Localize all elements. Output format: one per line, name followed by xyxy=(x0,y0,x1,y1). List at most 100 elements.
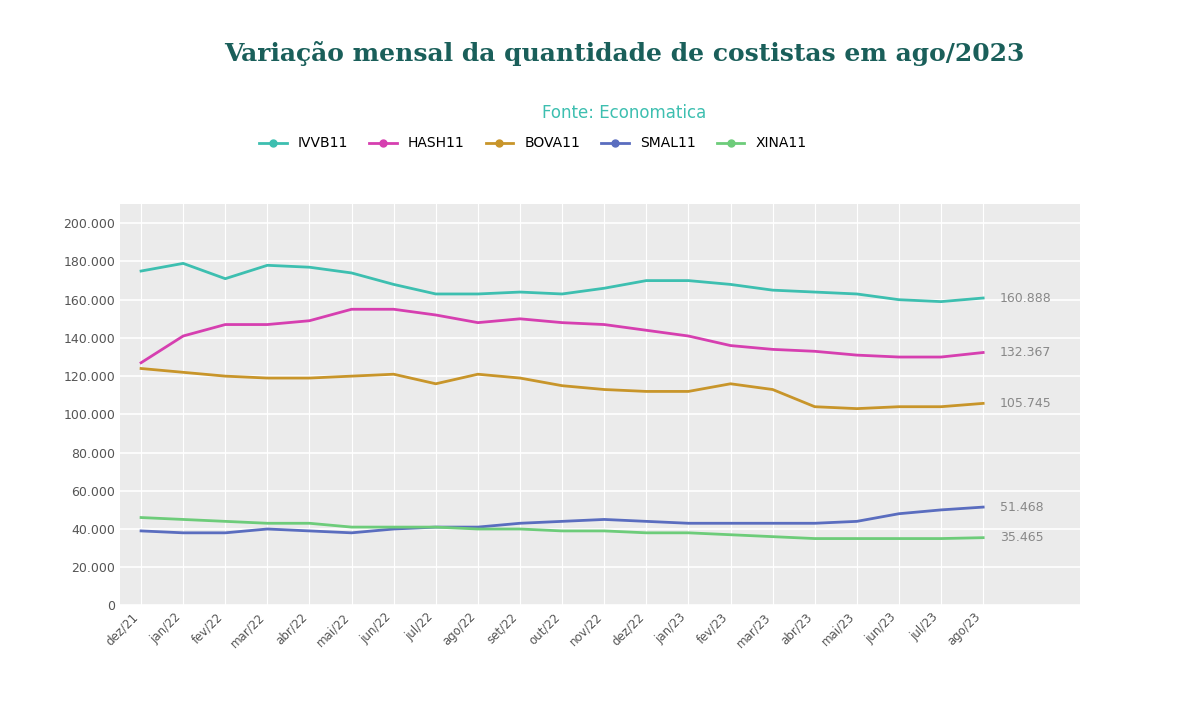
BOVA11 xyxy=(682,387,696,396)
Legend: IVVB11, HASH11, BOVA11, SMAL11, XINA11: IVVB11, HASH11, BOVA11, SMAL11, XINA11 xyxy=(253,131,812,156)
SMAL11 xyxy=(344,529,359,537)
Line: HASH11: HASH11 xyxy=(142,309,983,363)
HASH11 xyxy=(724,341,738,350)
HASH11 xyxy=(892,353,906,361)
HASH11 xyxy=(218,320,233,329)
BOVA11 xyxy=(302,374,317,382)
BOVA11 xyxy=(218,372,233,380)
HASH11 xyxy=(850,351,864,359)
XINA11 xyxy=(260,519,275,527)
BOVA11 xyxy=(386,370,401,379)
XINA11 xyxy=(554,527,569,535)
SMAL11 xyxy=(512,519,527,527)
SMAL11 xyxy=(302,527,317,535)
XINA11 xyxy=(134,513,149,522)
SMAL11 xyxy=(386,524,401,533)
IVVB11 xyxy=(176,259,191,268)
HASH11 xyxy=(260,320,275,329)
IVVB11 xyxy=(386,280,401,289)
IVVB11 xyxy=(850,290,864,298)
XINA11 xyxy=(386,523,401,532)
BOVA11 xyxy=(892,403,906,411)
Text: Fonte: Economatica: Fonte: Economatica xyxy=(542,103,706,122)
XINA11 xyxy=(218,517,233,526)
HASH11 xyxy=(134,358,149,367)
SMAL11 xyxy=(808,519,822,527)
HASH11 xyxy=(934,353,948,361)
XINA11 xyxy=(640,529,654,537)
HASH11 xyxy=(766,345,780,353)
IVVB11 xyxy=(724,280,738,289)
BOVA11 xyxy=(134,364,149,372)
Line: SMAL11: SMAL11 xyxy=(142,507,983,533)
IVVB11 xyxy=(766,286,780,294)
BOVA11 xyxy=(766,385,780,394)
HASH11 xyxy=(428,310,443,319)
IVVB11 xyxy=(512,288,527,296)
XINA11 xyxy=(766,532,780,541)
HASH11 xyxy=(470,318,485,327)
BOVA11 xyxy=(976,399,990,408)
XINA11 xyxy=(512,524,527,533)
Text: 160.888: 160.888 xyxy=(1000,291,1051,305)
HASH11 xyxy=(344,305,359,313)
BOVA11 xyxy=(850,404,864,413)
SMAL11 xyxy=(724,519,738,527)
IVVB11 xyxy=(302,263,317,272)
XINA11 xyxy=(682,529,696,537)
BOVA11 xyxy=(598,385,612,394)
Line: BOVA11: BOVA11 xyxy=(142,368,983,408)
Text: E S T U D O   E X C L U S I V O: E S T U D O E X C L U S I V O xyxy=(28,287,38,459)
BOVA11 xyxy=(724,379,738,388)
Text: 51.468: 51.468 xyxy=(1000,501,1044,514)
BOVA11 xyxy=(176,368,191,377)
XINA11 xyxy=(470,524,485,533)
IVVB11 xyxy=(428,290,443,298)
XINA11 xyxy=(344,523,359,532)
SMAL11 xyxy=(640,517,654,526)
XINA11 xyxy=(850,534,864,543)
HASH11 xyxy=(512,315,527,323)
BOVA11 xyxy=(260,374,275,382)
SMAL11 xyxy=(598,515,612,524)
HASH11 xyxy=(976,348,990,357)
Line: XINA11: XINA11 xyxy=(142,517,983,539)
HASH11 xyxy=(176,332,191,340)
SMAL11 xyxy=(934,505,948,514)
IVVB11 xyxy=(976,294,990,302)
SMAL11 xyxy=(428,523,443,532)
Text: Variação mensal da quantidade de costistas em ago/2023: Variação mensal da quantidade de costist… xyxy=(224,41,1024,66)
BOVA11 xyxy=(808,403,822,411)
HASH11 xyxy=(682,332,696,340)
SMAL11 xyxy=(134,527,149,535)
SMAL11 xyxy=(850,517,864,526)
IVVB11 xyxy=(134,267,149,275)
Line: IVVB11: IVVB11 xyxy=(142,263,983,301)
SMAL11 xyxy=(766,519,780,527)
XINA11 xyxy=(428,523,443,532)
IVVB11 xyxy=(470,290,485,298)
SMAL11 xyxy=(976,503,990,511)
XINA11 xyxy=(598,527,612,535)
BOVA11 xyxy=(640,387,654,396)
HASH11 xyxy=(302,317,317,325)
IVVB11 xyxy=(808,288,822,296)
HASH11 xyxy=(598,320,612,329)
HASH11 xyxy=(640,326,654,334)
BOVA11 xyxy=(554,382,569,390)
BOVA11 xyxy=(512,374,527,382)
XINA11 xyxy=(934,534,948,543)
SMAL11 xyxy=(260,524,275,533)
Text: E: E xyxy=(28,63,38,78)
Text: 105.745: 105.745 xyxy=(1000,397,1051,410)
IVVB11 xyxy=(554,290,569,298)
SMAL11 xyxy=(176,529,191,537)
IVVB11 xyxy=(934,297,948,306)
IVVB11 xyxy=(640,277,654,285)
IVVB11 xyxy=(892,296,906,304)
SMAL11 xyxy=(682,519,696,527)
SMAL11 xyxy=(554,517,569,526)
IVVB11 xyxy=(344,269,359,277)
SMAL11 xyxy=(218,529,233,537)
IVVB11 xyxy=(598,284,612,292)
